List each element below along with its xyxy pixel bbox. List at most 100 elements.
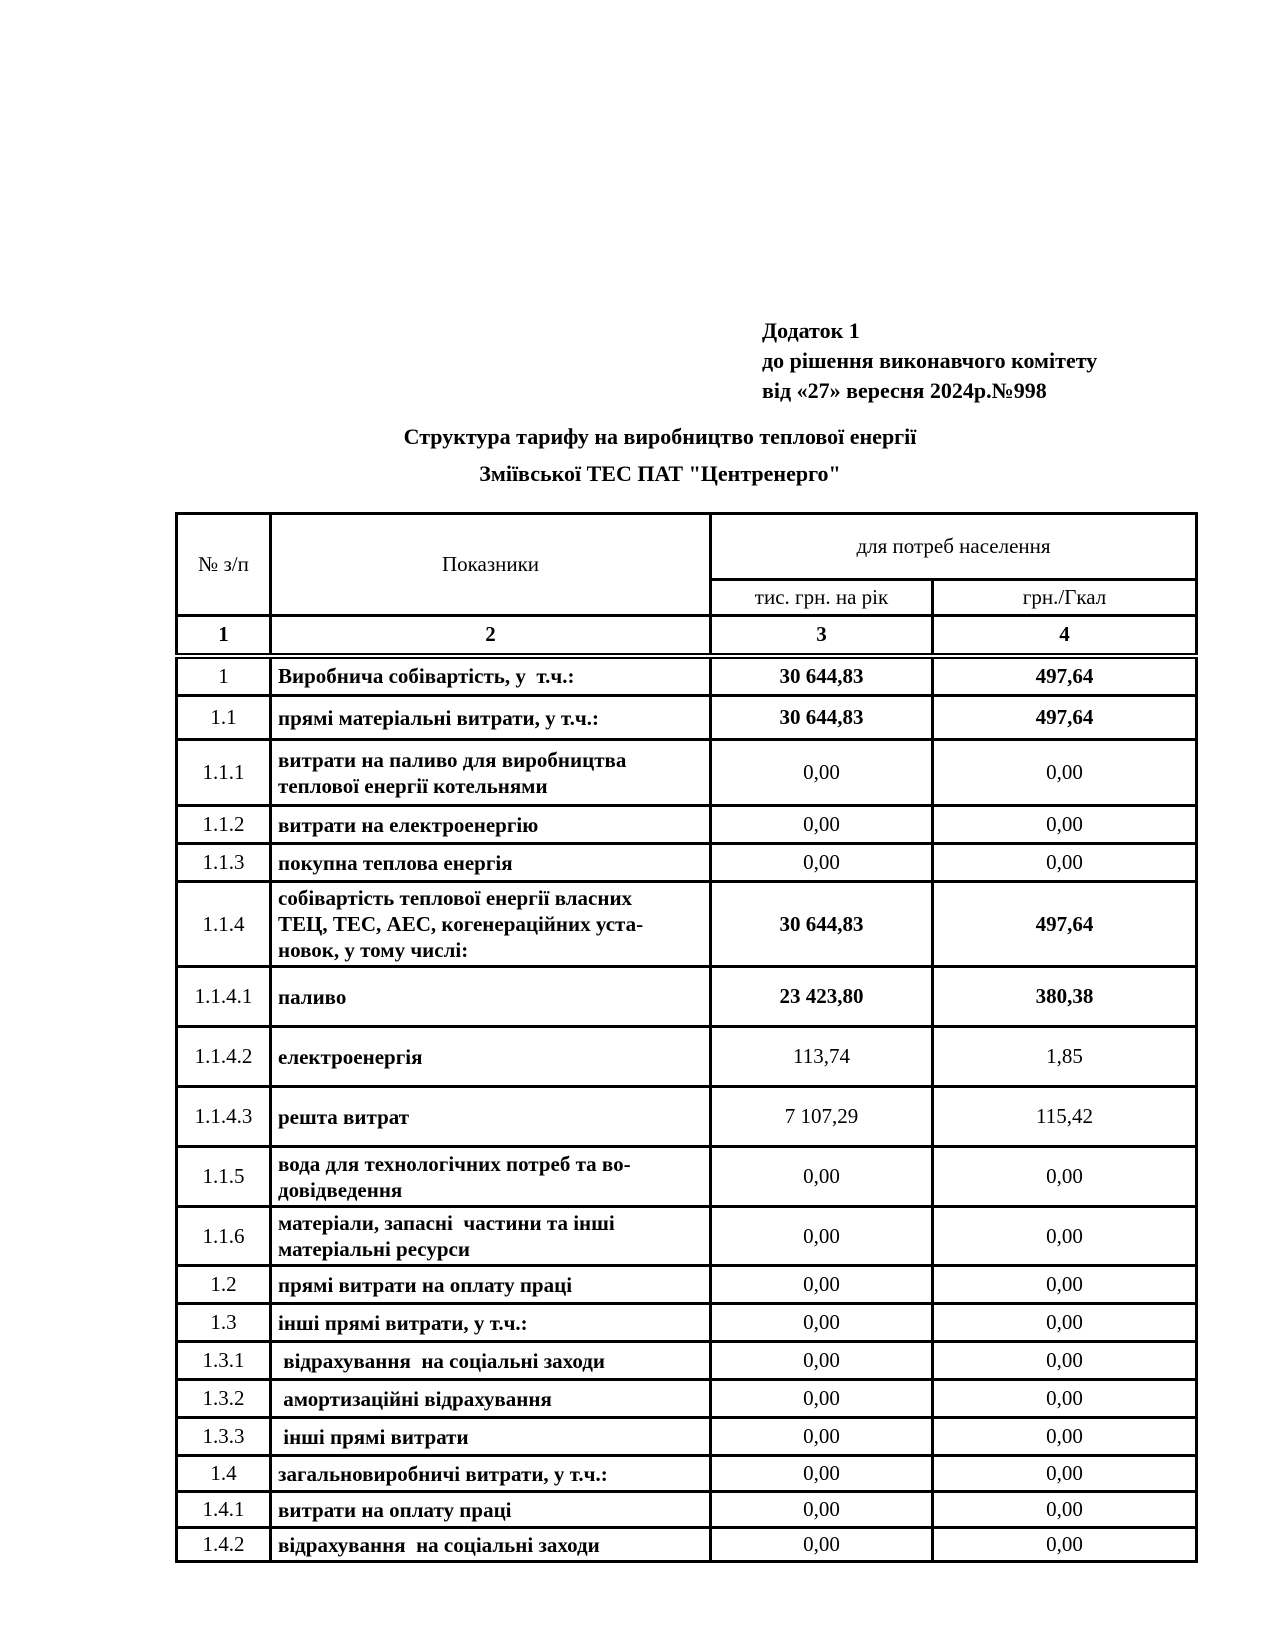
appendix-line: від «27» вересня 2024р.№998 [762,378,1047,403]
row-value-annual-cell: 0,00 [709,1205,934,1267]
row-label-cell: відрахування на соціальні заходи [269,1340,712,1381]
row-value-gcal-cell: 0,00 [931,738,1198,807]
table-row: 1.4.1 витрати на оплату праці 0,00 0,00 [175,1490,1198,1529]
row-value-annual-cell: 113,74 [709,1025,934,1088]
row-value-gcal-cell: 0,00 [931,1454,1198,1493]
document-subtitle: Зміївської ТЕС ПАТ "Центренерго" [479,461,841,486]
row-value-annual-cell: 0,00 [709,842,934,883]
row-label-cell: вода для технологічних потреб та во- дов… [269,1145,712,1208]
row-value-annual-cell: 0,00 [709,804,934,845]
row-label-cell: відрахування на соціальні заходи [269,1526,712,1563]
unit-header-annual: тис. грн. на рік [709,578,934,617]
row-number-cell: 1.4.1 [175,1490,272,1529]
appendix-line: Додаток 1 [762,318,860,343]
row-value-gcal-cell: 0,00 [931,804,1198,845]
table-row: 1.1.4.2 електроенергія 113,74 1,85 [175,1025,1198,1088]
table-row: 1.3.3 інші прямі витрати 0,00 0,00 [175,1416,1198,1457]
row-value-gcal-cell: 497,64 [931,694,1198,741]
table-row: 1.1.6 матеріали, запасні частини та інші… [175,1205,1198,1267]
row-value-gcal-cell: 0,00 [931,1526,1198,1563]
row-number-cell: 1.1 [175,694,272,741]
row-value-gcal-cell: 0,00 [931,1302,1198,1343]
row-number-cell: 1.4 [175,1454,272,1493]
row-value-gcal-cell: 0,00 [931,1340,1198,1381]
row-label-cell: собівартість теплової енергії власних ТЕ… [269,880,712,968]
row-value-annual-cell: 0,00 [709,1378,934,1419]
tariff-structure-table: № з/п Показники для потреб населення тис… [175,512,1198,1563]
row-value-annual-cell: 0,00 [709,1454,934,1493]
row-value-annual-cell: 7 107,29 [709,1085,934,1148]
row-value-gcal-cell: 380,38 [931,965,1198,1028]
row-number-cell: 1.1.4.3 [175,1085,272,1148]
table-row: 1.1.1 витрати на паливо для виробництва … [175,738,1198,807]
table-row: 1.1.2 витрати на електроенергію 0,00 0,0… [175,804,1198,845]
row-value-gcal-cell: 0,00 [931,842,1198,883]
unit-header-gcal: грн./Гкал [931,578,1198,617]
row-label-cell: покупна теплова енергія [269,842,712,883]
row-number-cell: 1.3.1 [175,1340,272,1381]
row-value-annual-cell: 0,00 [709,1145,934,1208]
row-number-cell: 1.1.2 [175,804,272,845]
row-value-annual-cell: 0,00 [709,1302,934,1343]
table-row: 1.1.3 покупна теплова енергія 0,00 0,00 [175,842,1198,883]
row-value-annual-cell: 0,00 [709,1416,934,1457]
table-subheader-row: тис. грн. на рік грн./Гкал [177,578,1198,617]
row-value-gcal-cell: 497,64 [931,654,1198,697]
population-needs-header: для потреб населення [709,512,1198,581]
row-value-annual-cell: 30 644,83 [709,654,934,697]
col-number-header: № з/п [175,512,272,617]
table-row: 1.1.4.1 паливо 23 423,80 380,38 [175,965,1198,1028]
row-number-cell: 1.1.4.2 [175,1025,272,1088]
row-number-cell: 1 [175,654,272,697]
row-label-cell: паливо [269,965,712,1028]
row-value-gcal-cell: 0,00 [931,1416,1198,1457]
row-label-cell: амортизаційні відрахування [269,1378,712,1419]
row-value-annual-cell: 30 644,83 [709,694,934,741]
row-value-annual-cell: 0,00 [709,1264,934,1305]
row-label-cell: електроенергія [269,1025,712,1088]
row-number-cell: 1.3.2 [175,1378,272,1419]
row-label-cell: інші прямі витрати [269,1416,712,1457]
table-row: 1.4 загальновиробничі витрати, у т.ч.: 0… [175,1454,1198,1493]
row-label-cell: прямі витрати на оплату праці [269,1264,712,1305]
row-value-gcal-cell: 0,00 [931,1378,1198,1419]
row-number-cell: 1.1.5 [175,1145,272,1208]
table-row: 1.1.5 вода для технологічних потреб та в… [175,1145,1198,1208]
document-title: Структура тарифу на виробництво теплової… [403,424,917,449]
row-value-annual-cell: 0,00 [709,1490,934,1529]
table-row: 1.1 прямі матеріальні витрати, у т.ч.: 3… [175,694,1198,741]
row-label-cell: витрати на паливо для виробництва теплов… [269,738,712,807]
numbering-cell: 2 [269,614,712,659]
table-row: 1 Виробнича собівартість, у т.ч.: 30 644… [175,654,1198,697]
row-value-gcal-cell: 497,64 [931,880,1198,968]
row-number-cell: 1.4.2 [175,1526,272,1563]
numbering-cell: 1 [175,614,272,659]
row-value-gcal-cell: 0,00 [931,1264,1198,1305]
row-value-annual-cell: 0,00 [709,1340,934,1381]
table-row: 1.3.2 амортизаційні відрахування 0,00 0,… [175,1378,1198,1419]
row-label-cell: витрати на електроенергію [269,804,712,845]
table-row: 1.4.2 відрахування на соціальні заходи 0… [175,1526,1198,1563]
table-row: 1.1.4 собівартість теплової енергії влас… [175,880,1198,968]
row-value-annual-cell: 23 423,80 [709,965,934,1028]
row-number-cell: 1.3.3 [175,1416,272,1457]
row-number-cell: 1.1.4.1 [175,965,272,1028]
row-value-gcal-cell: 0,00 [931,1205,1198,1267]
row-number-cell: 1.1.4 [175,880,272,968]
row-number-cell: 1.3 [175,1302,272,1343]
row-value-gcal-cell: 1,85 [931,1025,1198,1088]
row-value-gcal-cell: 0,00 [931,1145,1198,1208]
numbering-cell: 4 [931,614,1198,659]
row-label-cell: інші прямі витрати, у т.ч.: [269,1302,712,1343]
appendix-line: до рішення виконавчого комітету [762,348,1098,373]
row-value-annual-cell: 30 644,83 [709,880,934,968]
table-header-row: № з/п Показники для потреб населення [175,512,1198,617]
table-row: 1.1.4.3 решта витрат 7 107,29 115,42 [175,1085,1198,1148]
row-label-cell: витрати на оплату праці [269,1490,712,1529]
row-label-cell: решта витрат [269,1085,712,1148]
row-value-annual-cell: 0,00 [709,1526,934,1563]
row-label-cell: матеріали, запасні частини та інші матер… [269,1205,712,1267]
title-block: Структура тарифу на виробництво теплової… [168,424,1152,487]
row-label-cell: Виробнича собівартість, у т.ч.: [269,654,712,697]
